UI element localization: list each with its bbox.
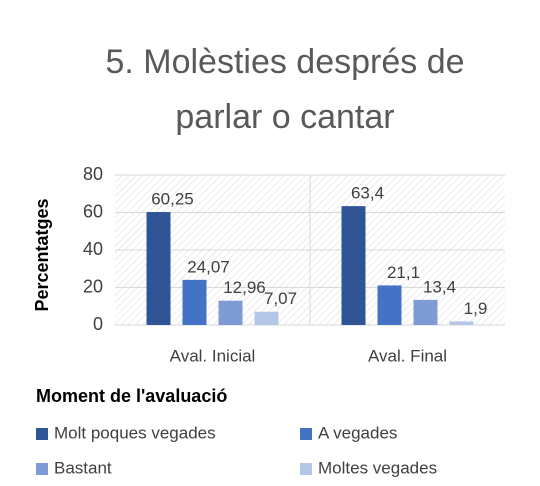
y-tick-label: 60 <box>83 201 103 221</box>
y-tick-label: 40 <box>83 239 103 259</box>
bar <box>146 212 171 325</box>
legend-label: Bastant <box>54 458 112 477</box>
legend-swatch <box>36 463 48 475</box>
data-label: 21,1 <box>387 263 420 282</box>
x-axis-title: Moment de l'avaluació <box>36 386 227 406</box>
bar <box>449 321 474 325</box>
data-label: 1,9 <box>464 299 488 318</box>
y-tick-label: 20 <box>83 276 103 296</box>
legend-label: A vegades <box>318 423 397 442</box>
bar <box>218 300 243 325</box>
legend-label: Moltes vegades <box>318 458 437 477</box>
legend-swatch <box>300 463 312 475</box>
data-label: 7,07 <box>264 289 297 308</box>
data-label: 60,25 <box>151 190 194 209</box>
legend-swatch <box>36 428 48 440</box>
bar <box>341 206 366 325</box>
data-label: 24,07 <box>187 257 230 276</box>
y-tick-label: 0 <box>93 314 103 334</box>
legend-label: Molt poques vegades <box>54 423 216 442</box>
bar <box>182 279 207 325</box>
data-label: 12,96 <box>223 278 266 297</box>
y-tick-label: 80 <box>83 164 103 184</box>
bar <box>377 285 402 325</box>
data-label: 13,4 <box>423 277 456 296</box>
bar <box>254 311 279 325</box>
x-tick-label: Aval. Final <box>368 346 447 365</box>
x-tick-label: Aval. Inicial <box>170 346 256 365</box>
legend-swatch <box>300 428 312 440</box>
bar <box>413 299 438 325</box>
data-label: 63,4 <box>351 184 384 203</box>
chart-title: 5. Molèsties després de <box>105 43 464 81</box>
chart-title: parlar o cantar <box>175 98 394 136</box>
y-axis-title: Percentatges <box>32 198 52 311</box>
